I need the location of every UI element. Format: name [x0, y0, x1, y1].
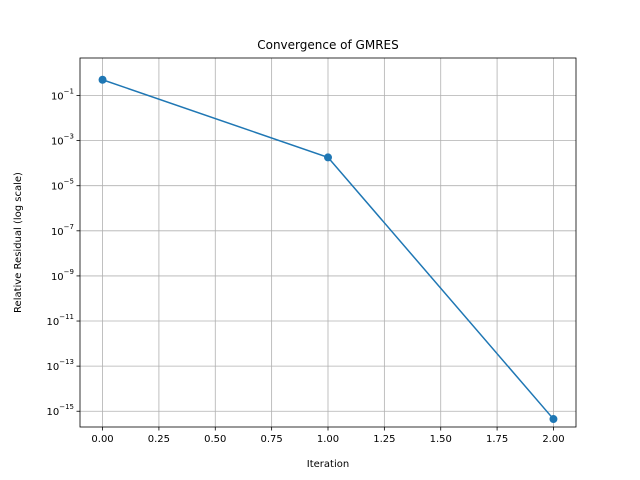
- x-tick-label: 0.50: [204, 434, 226, 445]
- y-tick-label: 10−5: [51, 178, 74, 193]
- grid: [80, 58, 576, 427]
- x-tick-label: 1.25: [373, 434, 395, 445]
- data-point: [98, 75, 107, 84]
- x-tick-label: 2.00: [542, 434, 564, 445]
- x-tick-label: 0.25: [148, 434, 170, 445]
- x-axis-label: Iteration: [307, 459, 349, 470]
- x-tick-label: 0.00: [91, 434, 113, 445]
- y-tick-label: 10−15: [46, 403, 74, 418]
- x-axis: 0.00 0.25 0.50 0.75 1.00 1.25 1.50 1.75 2.00: [91, 427, 565, 445]
- y-tick-label: 10−9: [51, 268, 74, 283]
- y-tick-label: 10−7: [51, 223, 74, 238]
- x-tick-label: 1.50: [430, 434, 452, 445]
- y-tick-label: 10−11: [46, 313, 74, 328]
- y-tick-label: 10−13: [46, 358, 74, 373]
- y-tick-label: 10−3: [51, 133, 74, 148]
- x-tick-label: 1.75: [486, 434, 508, 445]
- series-layer: [98, 75, 558, 424]
- x-tick-label: 1.00: [317, 434, 339, 445]
- y-axis-label: Relative Residual (log scale): [13, 172, 24, 313]
- chart-title: Convergence of GMRES: [257, 38, 399, 52]
- x-tick-label: 0.75: [261, 434, 283, 445]
- data-point: [324, 153, 332, 162]
- y-tick-label: 10−1: [51, 87, 74, 102]
- y-axis: 10−1 10−3 10−5 10−7 10−9 10−11 10−13 10−15: [46, 87, 80, 418]
- data-point: [549, 415, 558, 424]
